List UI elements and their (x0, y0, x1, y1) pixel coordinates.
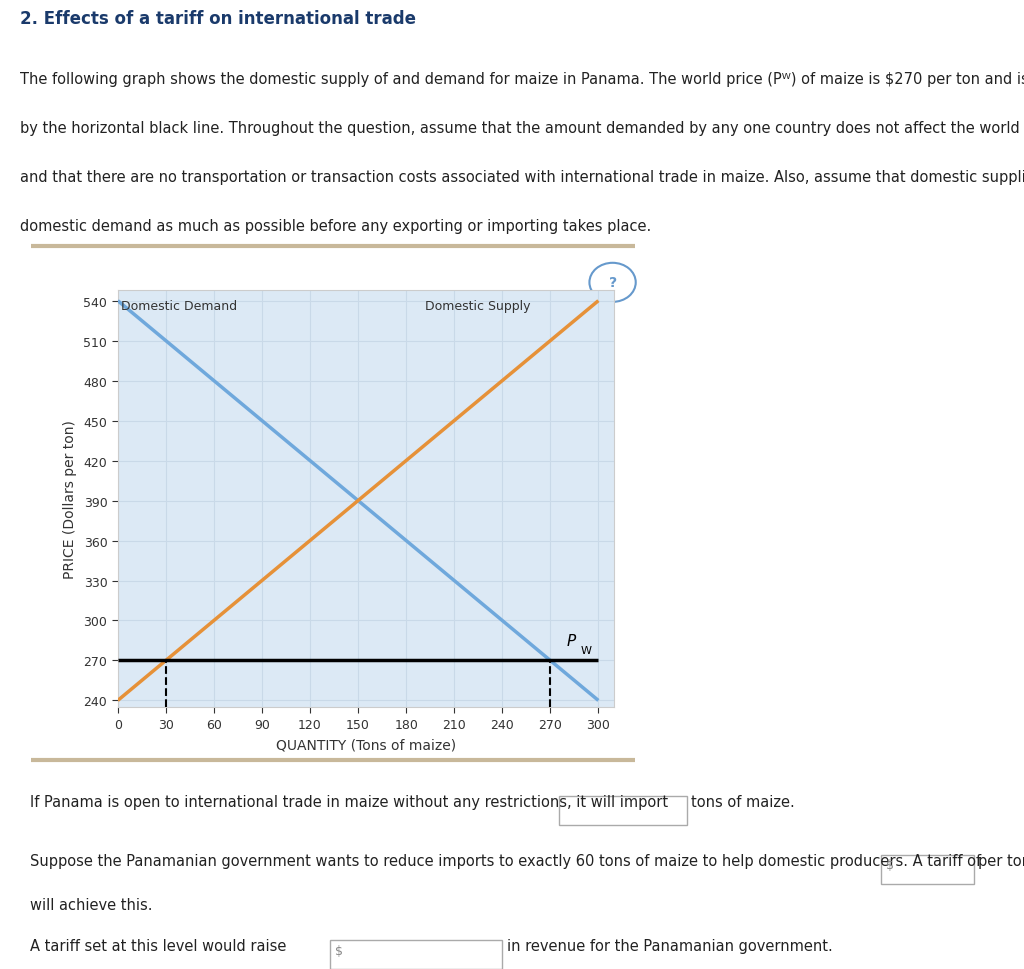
Text: in revenue for the Panamanian government.: in revenue for the Panamanian government… (507, 938, 833, 953)
Text: $: $ (886, 859, 894, 871)
Text: domestic demand as much as possible before any exporting or importing takes plac: domestic demand as much as possible befo… (20, 219, 651, 234)
Text: tons of maize.: tons of maize. (691, 795, 795, 809)
Text: 2. Effects of a tariff on international trade: 2. Effects of a tariff on international … (20, 10, 417, 28)
Text: by the horizontal black line. Throughout the question, assume that the amount de: by the horizontal black line. Throughout… (20, 121, 1024, 136)
Text: A tariff set at this level would raise: A tariff set at this level would raise (31, 938, 287, 953)
Text: $P$: $P$ (566, 633, 578, 649)
Text: If Panama is open to international trade in maize without any restrictions, it w: If Panama is open to international trade… (31, 795, 669, 809)
Text: per ton: per ton (978, 853, 1024, 867)
Text: $: $ (335, 944, 343, 956)
X-axis label: QUANTITY (Tons of maize): QUANTITY (Tons of maize) (276, 737, 456, 752)
Text: ?: ? (608, 276, 616, 290)
Text: and that there are no transportation or transaction costs associated with intern: and that there are no transportation or … (20, 171, 1024, 185)
FancyBboxPatch shape (559, 797, 687, 826)
Text: Suppose the Panamanian government wants to reduce imports to exactly 60 tons of : Suppose the Panamanian government wants … (31, 853, 981, 867)
FancyBboxPatch shape (881, 855, 974, 884)
FancyBboxPatch shape (330, 940, 502, 969)
Text: The following graph shows the domestic supply of and demand for maize in Panama.: The following graph shows the domestic s… (20, 72, 1024, 87)
Text: Domestic Demand: Domestic Demand (121, 300, 238, 313)
Text: will achieve this.: will achieve this. (31, 897, 153, 912)
Y-axis label: PRICE (Dollars per ton): PRICE (Dollars per ton) (62, 420, 77, 578)
Text: W: W (581, 645, 592, 655)
Text: Domestic Supply: Domestic Supply (425, 300, 530, 313)
